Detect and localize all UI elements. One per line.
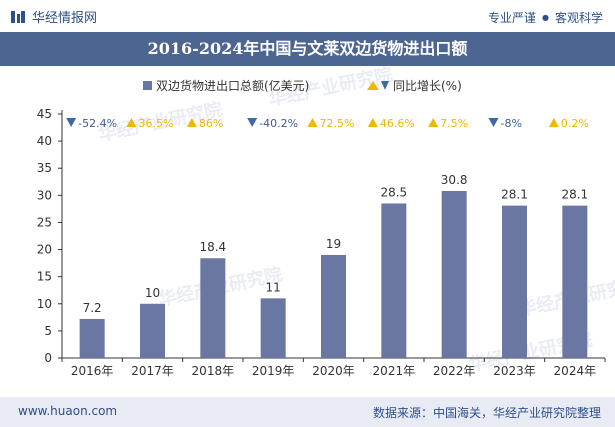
growth-up-triangle-icon: [126, 118, 137, 127]
bar-data-label: 18.4: [199, 240, 226, 254]
bar: [79, 318, 105, 358]
y-tick-label: 45: [37, 107, 52, 121]
x-tick-label: 2021年: [373, 364, 416, 378]
growth-down-triangle-icon: [247, 118, 258, 127]
slogan-right: 客观科学: [554, 11, 603, 25]
legend-bar-label: 双边货物进出口总额(亿美元): [156, 78, 309, 93]
bar-data-label: 19: [326, 237, 341, 251]
bar: [441, 190, 467, 358]
chart-area: 华经产业研究院华经产业研究院华经产业研究院华经产业研究院华经产业研究院 双边货物…: [37, 66, 615, 378]
growth-up-triangle-icon: [186, 118, 197, 127]
x-tick-label: 2020年: [312, 364, 355, 378]
footer-url[interactable]: www.huaon.com: [18, 404, 118, 418]
brand-logo-icon: [11, 10, 25, 23]
legend: 双边货物进出口总额(亿美元) 同比增长(%): [143, 78, 462, 93]
growth-up-triangle-icon: [548, 118, 559, 127]
growth-label: 0.2%: [561, 117, 589, 130]
legend-up-triangle-icon: [367, 81, 379, 90]
bar: [502, 205, 527, 358]
bar-data-label: 28.1: [501, 188, 528, 202]
bar-data-label: 28.5: [380, 185, 407, 199]
legend-bar-swatch: [143, 81, 152, 90]
y-tick-label: 40: [37, 134, 52, 148]
bar-data-label: 28.1: [561, 188, 588, 202]
growth-label: -52.4%: [78, 117, 117, 130]
y-tick-label: 35: [37, 161, 52, 175]
bar: [200, 258, 226, 358]
growth-label: 46.6%: [380, 117, 415, 130]
legend-down-triangle-icon: [381, 81, 389, 90]
brand: 华经情报网: [10, 7, 97, 26]
x-tick-label: 2017年: [131, 364, 174, 378]
bar: [562, 205, 588, 358]
growth-up-triangle-icon: [428, 118, 439, 127]
slogan: 专业严谨 ● 客观科学: [488, 9, 603, 26]
y-tick-label: 0: [44, 351, 52, 365]
footer: www.huaon.com 数据来源：中国海关，华经产业研究院整理: [0, 397, 615, 427]
slogan-left: 专业严谨: [487, 11, 536, 25]
chart-title: 2016-2024年中国与文莱双边货物进出口额: [0, 32, 615, 66]
y-tick-label: 30: [37, 188, 52, 202]
growth-label: 36.5%: [139, 117, 174, 130]
x-tick-label: 2018年: [192, 364, 235, 378]
footer-source: 数据来源：中国海关，华经产业研究院整理: [373, 404, 601, 421]
x-tick-label: 2016年: [71, 364, 114, 378]
y-tick-label: 15: [37, 270, 52, 284]
growth-down-triangle-icon: [488, 118, 499, 127]
y-tick-label: 5: [44, 324, 52, 338]
growth-label: 72.5%: [320, 117, 355, 130]
growth-up-triangle-icon: [367, 118, 378, 127]
top-bar: 华经情报网 专业严谨 ● 客观科学: [0, 0, 615, 32]
bar-data-label: 10: [145, 286, 160, 300]
bar: [321, 254, 346, 358]
x-tick-label: 2022年: [433, 364, 476, 378]
source-label: 数据来源：: [372, 406, 433, 420]
bar: [381, 203, 407, 358]
growth-down-triangle-icon: [66, 118, 77, 127]
x-tick-label: 2023年: [493, 364, 536, 378]
bar: [140, 303, 165, 358]
bar: [260, 298, 286, 358]
bar-data-label: 11: [266, 280, 281, 294]
growth-label: 86%: [199, 117, 223, 130]
y-tick-label: 10: [37, 297, 52, 311]
brand-name: 华经情报网: [32, 11, 98, 26]
y-tick-label: 20: [37, 243, 52, 257]
slogan-dot-icon: ●: [542, 13, 549, 22]
watermark-group: 华经产业研究院华经产业研究院华经产业研究院华经产业研究院华经产业研究院: [96, 66, 615, 376]
growth-label: 7.5%: [440, 117, 468, 130]
growth-label: -40.2%: [259, 117, 298, 130]
source-value: 中国海关，华经产业研究院整理: [432, 406, 601, 420]
growth-label: -8%: [501, 117, 522, 130]
bar-data-label: 30.8: [441, 173, 468, 187]
x-tick-label: 2019年: [252, 364, 295, 378]
bar-data-label: 7.2: [83, 301, 102, 315]
legend-line-label: 同比增长(%): [393, 79, 462, 93]
x-tick-label: 2024年: [554, 364, 597, 378]
y-tick-label: 25: [37, 215, 52, 229]
growth-up-triangle-icon: [307, 118, 318, 127]
growth-row: -52.4% 36.5% 86% -40.2% 72.5% 46.6% 7.5% -8% 0.2…: [66, 117, 589, 130]
bars: 7.2 2016年 10 2017年 18.4 2018年 11 2019年 19 2020年 28…: [71, 173, 596, 378]
